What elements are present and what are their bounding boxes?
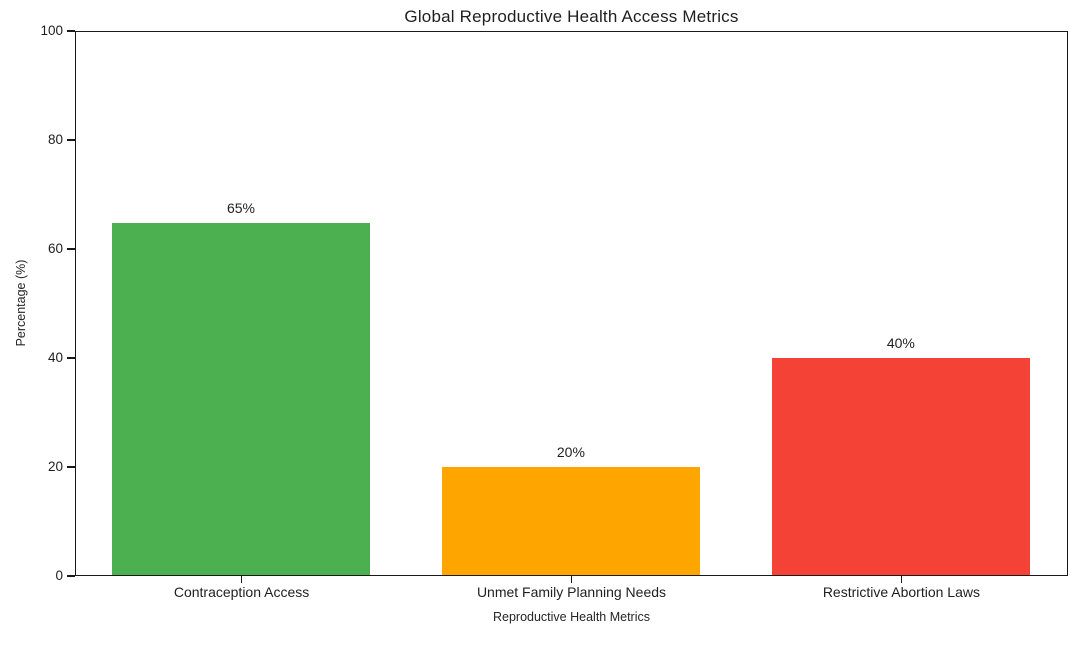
bar-3 xyxy=(772,358,1030,575)
bar-2 xyxy=(442,466,700,575)
x-tick-mark-2 xyxy=(570,576,573,583)
bar-value-label-1: 65% xyxy=(226,199,255,216)
x-tick-mark-1 xyxy=(240,576,243,583)
y-tick-mark-0 xyxy=(67,575,75,577)
x-tick-mark-3 xyxy=(900,576,903,583)
y-tick-label-80: 80 xyxy=(47,132,63,147)
plot-area: 65% 20% 40% xyxy=(75,31,1068,576)
bar-value-label-2: 20% xyxy=(556,443,585,460)
chart-title: Global Reproductive Health Access Metric… xyxy=(404,7,739,26)
y-tick-mark-60 xyxy=(67,248,75,250)
x-tick-label-2: Unmet Family Planning Needs xyxy=(476,584,667,600)
bar-1 xyxy=(112,222,370,575)
y-tick-label-60: 60 xyxy=(47,241,63,256)
y-tick-mark-100 xyxy=(67,30,75,32)
bar-value-label-3: 40% xyxy=(886,335,915,352)
y-axis-label: Percentage (%) xyxy=(14,259,28,347)
y-tick-label-40: 40 xyxy=(47,350,63,365)
y-tick-label-100: 100 xyxy=(40,23,63,38)
y-tick-mark-20 xyxy=(67,466,75,468)
y-tick-label-0: 0 xyxy=(55,568,63,583)
x-axis-label: Reproductive Health Metrics xyxy=(492,610,650,624)
y-tick-mark-80 xyxy=(67,139,75,141)
x-tick-label-1: Contraception Access xyxy=(173,584,310,600)
x-tick-label-3: Restrictive Abortion Laws xyxy=(822,584,980,600)
y-tick-label-20: 20 xyxy=(47,459,63,474)
y-tick-mark-40 xyxy=(67,357,75,359)
